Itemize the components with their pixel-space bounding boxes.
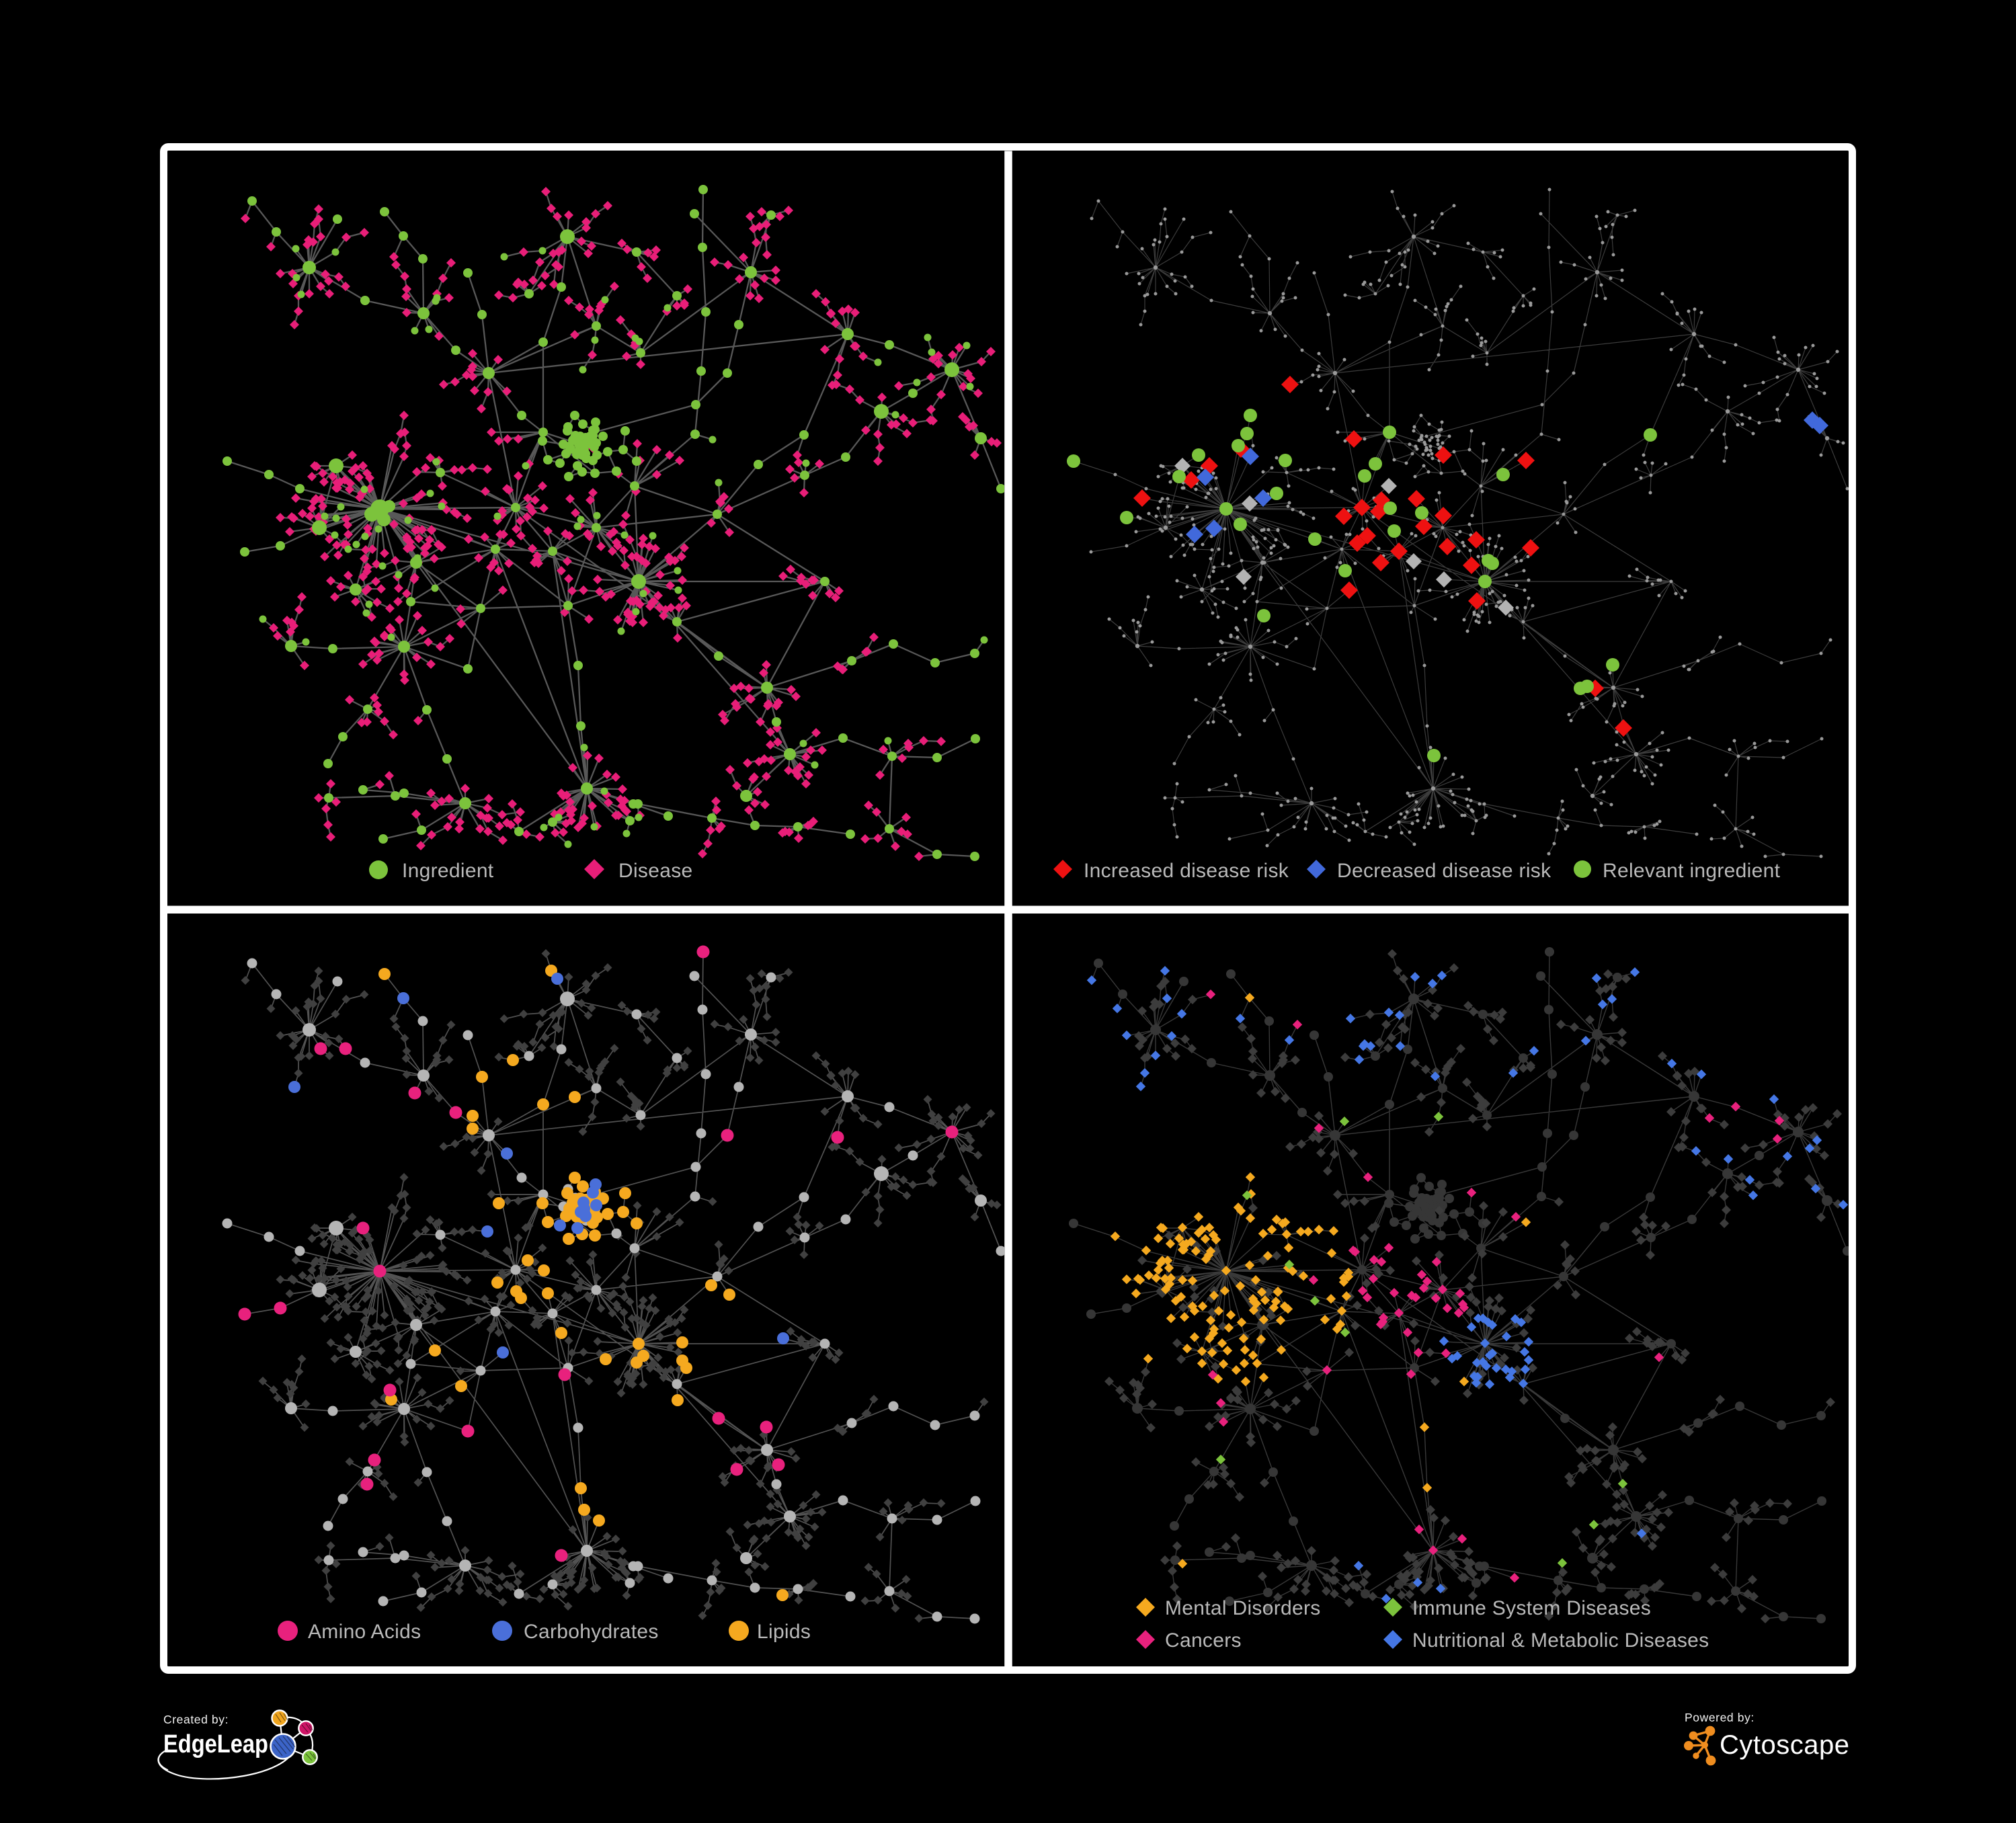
svg-text:Cytoscape: Cytoscape <box>1720 1730 1849 1760</box>
svg-text:Decreased disease risk: Decreased disease risk <box>1337 860 1551 882</box>
svg-text:Carbohydrates: Carbohydrates <box>524 1621 659 1643</box>
svg-text:Disease: Disease <box>618 860 692 882</box>
svg-text:Amino Acids: Amino Acids <box>308 1621 421 1643</box>
svg-text:Immune System Diseases: Immune System Diseases <box>1412 1597 1651 1619</box>
svg-text:Created by:: Created by: <box>163 1713 229 1726</box>
svg-text:Relevant ingredient: Relevant ingredient <box>1603 860 1781 882</box>
svg-text:Lipids: Lipids <box>757 1621 811 1643</box>
svg-text:Mental Disorders: Mental Disorders <box>1165 1597 1321 1619</box>
svg-text:Increased disease risk: Increased disease risk <box>1084 860 1289 882</box>
svg-text:Nutritional & Metabolic Diseas: Nutritional & Metabolic Diseases <box>1412 1629 1709 1652</box>
svg-text:EdgeLeap: EdgeLeap <box>163 1730 268 1758</box>
svg-text:Powered by:: Powered by: <box>1685 1711 1755 1724</box>
svg-text:Cancers: Cancers <box>1165 1629 1242 1652</box>
svg-text:Ingredient: Ingredient <box>402 860 494 882</box>
